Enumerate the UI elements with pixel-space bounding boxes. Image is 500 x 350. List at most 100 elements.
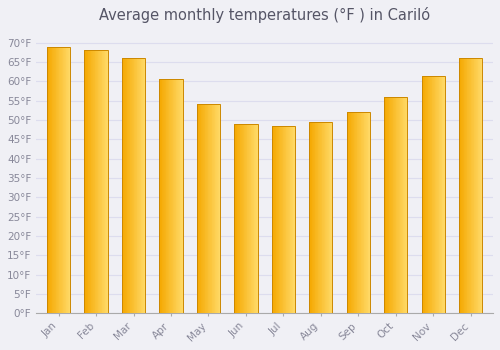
Bar [469, 58, 470, 313]
Bar [136, 58, 138, 313]
Bar [368, 112, 369, 313]
Bar [468, 58, 469, 313]
Bar [291, 126, 292, 313]
Bar [277, 126, 278, 313]
Bar [181, 79, 182, 313]
Bar [318, 122, 319, 313]
Bar [289, 126, 290, 313]
Bar [89, 50, 90, 313]
Bar [239, 124, 240, 313]
Bar [138, 58, 139, 313]
Bar [58, 47, 59, 313]
Bar [290, 126, 291, 313]
Bar [464, 58, 465, 313]
Bar [287, 126, 288, 313]
Bar [209, 105, 210, 313]
Bar [294, 126, 295, 313]
Bar [460, 58, 462, 313]
Bar [434, 76, 436, 313]
Bar [385, 97, 386, 313]
Bar [438, 76, 440, 313]
Bar [276, 126, 277, 313]
Bar [84, 50, 86, 313]
Bar [133, 58, 134, 313]
Bar [178, 79, 180, 313]
Bar [177, 79, 178, 313]
Bar [203, 105, 204, 313]
Bar [243, 124, 244, 313]
Bar [292, 126, 294, 313]
Bar [253, 124, 254, 313]
Bar [475, 58, 476, 313]
Bar [426, 76, 427, 313]
Bar [288, 126, 289, 313]
Bar [401, 97, 402, 313]
Bar [285, 126, 286, 313]
Bar [55, 47, 56, 313]
Bar [441, 76, 442, 313]
Bar [53, 47, 54, 313]
Bar [437, 76, 438, 313]
Bar [235, 124, 236, 313]
Bar [217, 105, 218, 313]
Bar [171, 79, 172, 313]
Bar [135, 58, 136, 313]
Bar [328, 122, 330, 313]
Bar [479, 58, 480, 313]
Bar [218, 105, 220, 313]
Bar [161, 79, 162, 313]
Bar [316, 122, 317, 313]
Bar [234, 124, 235, 313]
Bar [175, 79, 176, 313]
Bar [391, 97, 392, 313]
Bar [356, 112, 358, 313]
Bar [234, 124, 258, 313]
Bar [442, 76, 443, 313]
Bar [331, 122, 332, 313]
Bar [144, 58, 145, 313]
Bar [129, 58, 130, 313]
Bar [423, 76, 424, 313]
Bar [66, 47, 67, 313]
Bar [252, 124, 253, 313]
Bar [60, 47, 61, 313]
Bar [96, 50, 97, 313]
Bar [428, 76, 430, 313]
Bar [170, 79, 171, 313]
Bar [387, 97, 388, 313]
Bar [459, 58, 460, 313]
Bar [422, 76, 423, 313]
Bar [92, 50, 93, 313]
Bar [57, 47, 58, 313]
Bar [310, 122, 312, 313]
Bar [130, 58, 131, 313]
Bar [47, 47, 70, 313]
Bar [309, 122, 310, 313]
Bar [326, 122, 327, 313]
Bar [62, 47, 64, 313]
Bar [236, 124, 238, 313]
Bar [478, 58, 479, 313]
Bar [384, 97, 385, 313]
Bar [67, 47, 68, 313]
Bar [216, 105, 217, 313]
Bar [197, 105, 198, 313]
Bar [364, 112, 365, 313]
Bar [359, 112, 360, 313]
Bar [47, 47, 48, 313]
Bar [392, 97, 394, 313]
Bar [275, 126, 276, 313]
Bar [99, 50, 100, 313]
Bar [102, 50, 103, 313]
Bar [367, 112, 368, 313]
Bar [98, 50, 99, 313]
Bar [274, 126, 275, 313]
Bar [255, 124, 256, 313]
Bar [176, 79, 177, 313]
Bar [250, 124, 252, 313]
Bar [280, 126, 281, 313]
Bar [323, 122, 324, 313]
Bar [254, 124, 255, 313]
Bar [122, 58, 124, 313]
Bar [433, 76, 434, 313]
